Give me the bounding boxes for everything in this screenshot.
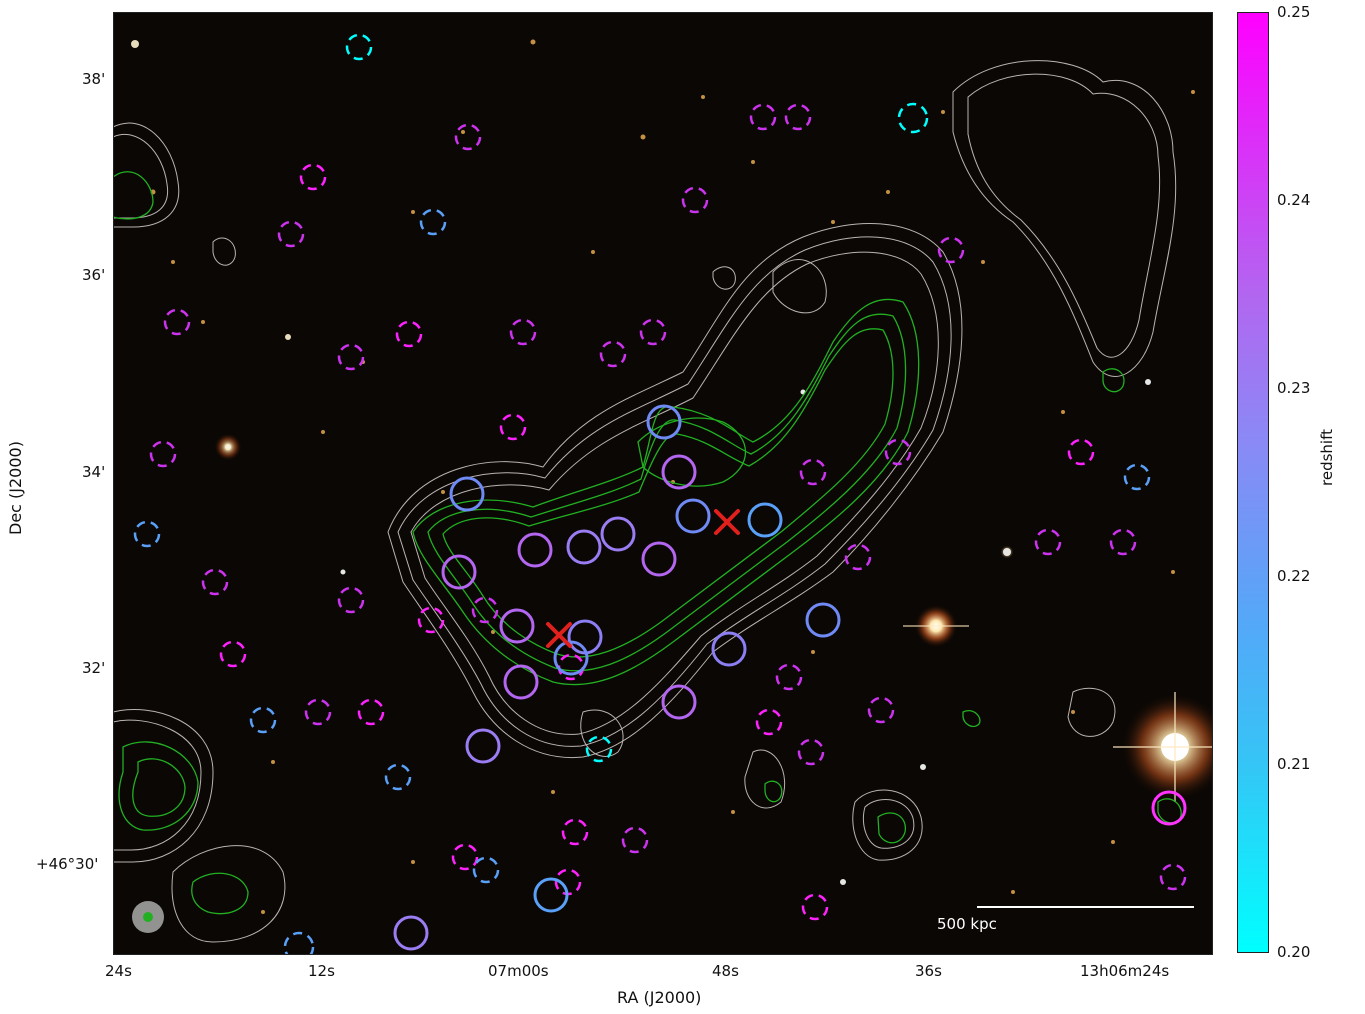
x-axis-title: RA (J2000) xyxy=(617,988,702,1007)
x-tick-label: 07m00s xyxy=(488,962,549,980)
y-tick-label: 36' xyxy=(82,266,106,284)
cluster-center-south-b xyxy=(546,622,572,648)
colorbar-tick-label: 0.23 xyxy=(1277,379,1311,397)
spectroscopic-member-circles xyxy=(393,404,1187,951)
x-tick-label: 48s xyxy=(712,962,739,980)
sky-image xyxy=(113,12,1213,955)
colorbar-tick-label: 0.20 xyxy=(1277,943,1311,961)
y-tick-label: 38' xyxy=(82,70,106,88)
x-tick-label: 12s xyxy=(308,962,335,980)
colorbar-tick-label: 0.25 xyxy=(1277,3,1311,21)
scale-bar-label: 500 kpc xyxy=(937,915,997,933)
bright-stars xyxy=(214,433,1213,802)
colorbar-tick-label: 0.22 xyxy=(1277,567,1311,585)
y-tick-label: +46°30' xyxy=(36,855,99,873)
cluster-center-markers xyxy=(546,509,740,648)
member-galaxy-markers xyxy=(133,33,1187,955)
background-galaxies xyxy=(131,39,1195,914)
beam-core xyxy=(143,912,153,922)
x-tick-label: 24s xyxy=(105,962,132,980)
x-tick-label: 13h06m24s xyxy=(1080,962,1170,980)
x-tick-label: 36s xyxy=(915,962,942,980)
cluster-center-north-b xyxy=(714,509,740,535)
sky-background xyxy=(113,12,1213,955)
colorbar-title: redshift xyxy=(1318,429,1336,486)
y-tick-label: 32' xyxy=(82,659,106,677)
colorbar-tick-label: 0.24 xyxy=(1277,191,1311,209)
white-radio-contours xyxy=(113,60,1177,943)
colorbar-tick-label: 0.21 xyxy=(1277,755,1311,773)
y-axis-title: Dec (J2000) xyxy=(6,441,25,535)
redshift-colorbar xyxy=(1237,12,1269,953)
y-tick-label: 34' xyxy=(82,463,106,481)
